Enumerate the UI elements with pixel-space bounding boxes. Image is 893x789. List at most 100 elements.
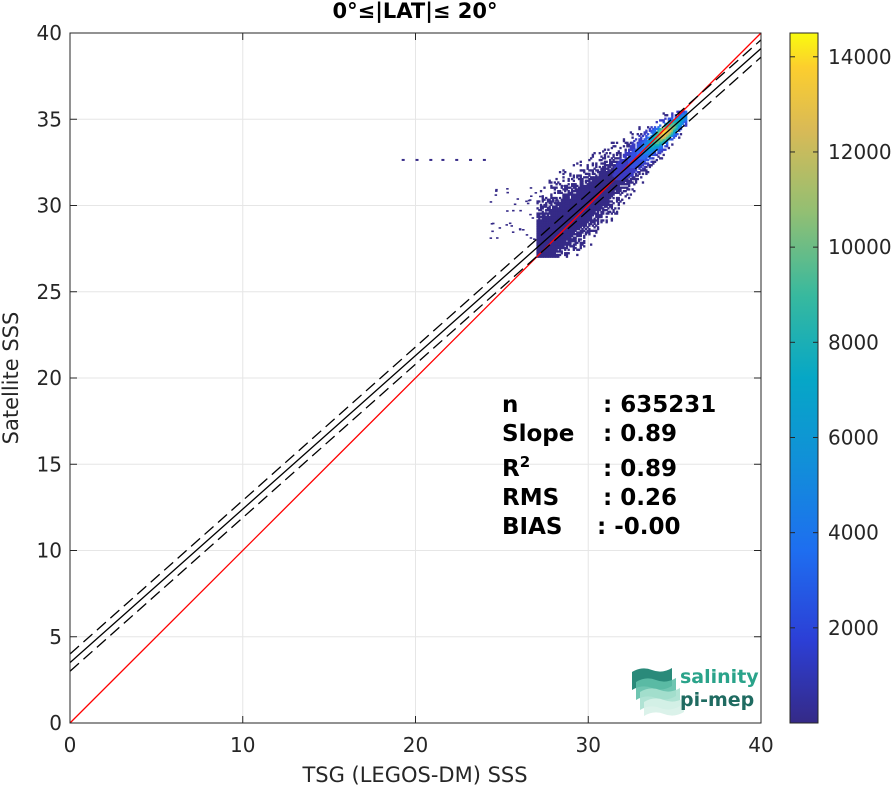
density-cell xyxy=(634,153,638,157)
density-cell xyxy=(576,198,579,201)
density-cell xyxy=(626,153,629,157)
density-cell xyxy=(648,127,652,131)
density-cell xyxy=(648,145,652,148)
density-cell xyxy=(674,129,677,132)
density-cell xyxy=(548,253,551,257)
density-cell xyxy=(541,221,544,224)
density-cell xyxy=(595,191,598,195)
density-cell xyxy=(627,171,631,174)
density-cell xyxy=(567,221,570,224)
density-cell xyxy=(665,141,669,144)
density-cell xyxy=(591,210,595,213)
density-cell xyxy=(598,165,601,169)
density-cell xyxy=(554,200,558,202)
density-cell xyxy=(546,248,550,251)
density-cell xyxy=(562,241,565,245)
density-cell xyxy=(622,138,626,141)
density-cell xyxy=(641,134,645,138)
density-cell xyxy=(638,162,641,165)
density-cell xyxy=(650,164,653,167)
density-cell xyxy=(627,174,631,177)
density-cell xyxy=(577,219,581,222)
density-cell xyxy=(525,234,529,236)
density-cell xyxy=(603,181,607,184)
density-cell xyxy=(595,212,598,215)
density-cell xyxy=(567,229,570,232)
density-cell xyxy=(586,186,589,189)
density-cell xyxy=(629,169,633,172)
density-cell xyxy=(538,217,541,220)
density-cell xyxy=(558,246,562,250)
density-cell xyxy=(665,138,669,141)
density-cell xyxy=(541,205,545,208)
density-cell xyxy=(638,145,641,148)
logo-text-pimep: pi-mep xyxy=(680,689,754,711)
density-cell xyxy=(583,224,586,227)
density-cell xyxy=(557,253,560,257)
density-cell xyxy=(622,167,626,170)
density-cell xyxy=(612,160,615,163)
density-cell xyxy=(565,210,569,213)
density-cell xyxy=(550,221,553,224)
density-cell xyxy=(538,222,541,226)
density-cell xyxy=(482,158,486,161)
density-cell xyxy=(614,188,617,191)
density-cell xyxy=(557,241,560,245)
density-cell xyxy=(536,215,539,219)
density-cell xyxy=(551,221,555,224)
density-cell xyxy=(539,215,543,219)
density-cell xyxy=(636,162,639,165)
density-cell xyxy=(603,177,607,181)
density-cell xyxy=(560,219,563,222)
density-cell xyxy=(617,150,620,153)
density-cell xyxy=(570,245,574,248)
density-cell xyxy=(536,222,539,226)
density-cell xyxy=(538,221,541,224)
density-cell xyxy=(624,150,627,153)
density-cell xyxy=(643,143,646,146)
density-cell xyxy=(619,169,622,172)
density-cell xyxy=(546,214,550,217)
density-cell xyxy=(598,186,601,189)
density-cell xyxy=(576,234,579,238)
density-cell xyxy=(641,148,645,151)
density-cell xyxy=(538,214,541,217)
density-cell xyxy=(546,240,550,243)
density-cell xyxy=(555,233,558,236)
density-cell xyxy=(560,200,563,203)
density-cell xyxy=(555,217,558,220)
density-cell xyxy=(596,177,600,181)
density-cell xyxy=(617,207,620,210)
density-cell xyxy=(659,157,662,160)
density-cell xyxy=(579,222,582,226)
density-cell xyxy=(505,224,508,226)
density-cell xyxy=(605,219,608,222)
density-cell xyxy=(577,226,581,229)
density-cell xyxy=(655,145,658,148)
density-cell xyxy=(622,186,626,189)
density-cell xyxy=(627,158,631,162)
density-cell xyxy=(557,189,560,193)
density-cell xyxy=(640,160,643,163)
density-cell xyxy=(631,148,634,151)
density-cell xyxy=(659,146,662,150)
density-cell xyxy=(653,143,657,146)
density-cell xyxy=(562,179,565,182)
density-cell xyxy=(506,191,509,194)
density-cell xyxy=(627,150,631,153)
density-cell xyxy=(584,222,588,226)
density-cell xyxy=(560,241,563,245)
density-cell xyxy=(586,203,589,207)
density-cell xyxy=(544,210,548,212)
density-cell xyxy=(648,129,652,132)
density-cell xyxy=(641,146,645,150)
density-cell xyxy=(617,179,620,182)
density-cell xyxy=(555,241,558,245)
density-cell xyxy=(638,172,641,176)
density-cell xyxy=(570,198,574,201)
density-cell xyxy=(583,176,586,179)
density-cell xyxy=(565,241,569,245)
density-cell xyxy=(595,165,598,169)
density-cell xyxy=(617,191,620,195)
density-cell xyxy=(574,207,577,210)
